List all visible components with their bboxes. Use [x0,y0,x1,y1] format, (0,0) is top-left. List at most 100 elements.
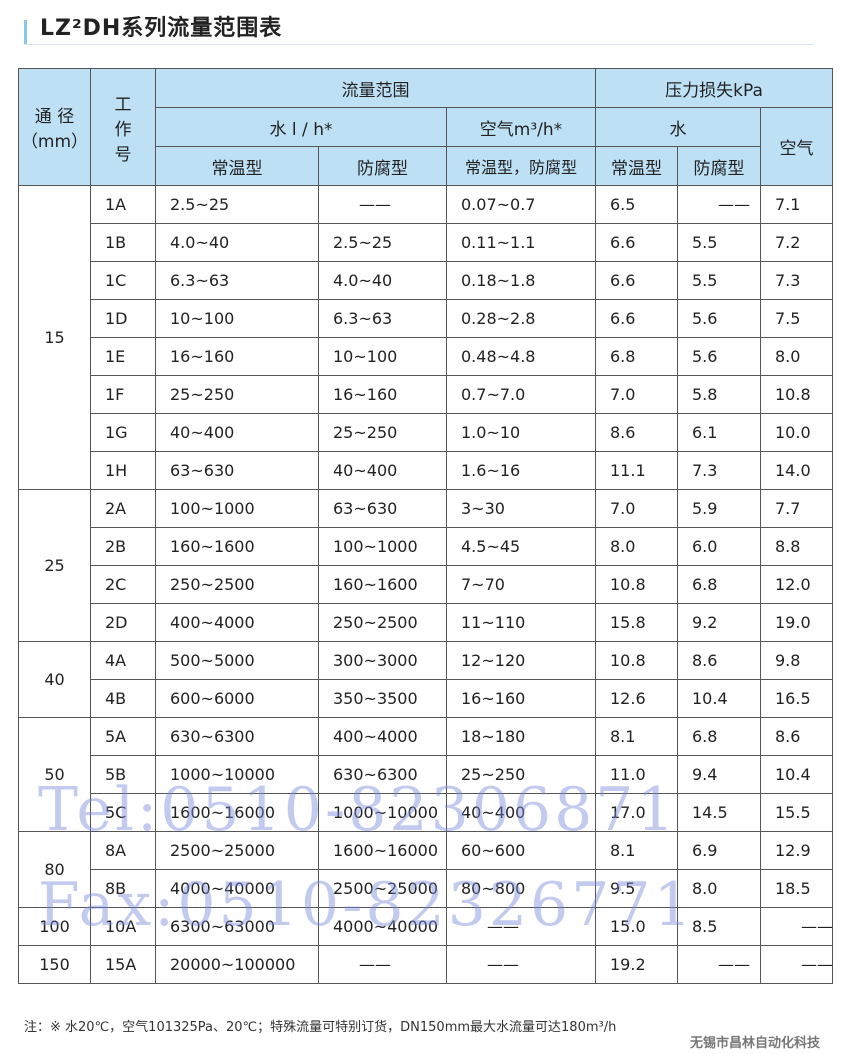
header-loss-normal: 常温型 [595,146,678,186]
cell-water-anticorrosion: 250~2500 [318,603,447,642]
cell-water-anticorrosion: 4000~40000 [318,907,447,946]
cell-loss-normal: 10.8 [595,565,678,604]
cell-loss-normal: 19.2 [595,945,678,984]
cell-air-flow: 40~400 [446,793,596,832]
cell-work-no: 1G [90,413,156,452]
header-air-types: 常温型，防腐型 [446,146,596,186]
table-row: 150 15A 20000~100000 —— —— 19.2 —— —— [18,945,834,984]
cell-air-flow: 80~800 [446,869,596,908]
cell-air-flow: 1.0~10 [446,413,596,452]
cell-water-anticorrosion: 350~3500 [318,679,447,718]
cell-loss-air: 10.8 [759,375,834,414]
cell-loss-air: 10.4 [759,755,834,794]
cell-water-anticorrosion: 6.3~63 [318,299,447,338]
cell-water-normal: 630~6300 [155,717,319,756]
table-row: 2C 250~2500 160~1600 7~70 10.8 6.8 12.0 [19,565,834,604]
cell-water-normal: 100~1000 [155,489,319,528]
cell-loss-air: —— [759,945,834,984]
cell-water-anticorrosion: 2500~25000 [318,869,447,908]
cell-work-no: 1D [90,299,156,338]
cell-diameter: 50 [18,717,91,832]
table-row: 15 1A 2.5~25 —— 0.07~0.7 6.5 —— 7.1 [18,185,834,490]
cell-loss-air: 8.8 [759,527,834,566]
header-flow-range: 流量范围 [155,68,596,108]
cell-air-flow: 1.6~16 [446,451,596,490]
cell-work-no: 5C [90,793,156,832]
cell-work-no: 2B [90,527,156,566]
cell-loss-normal: 8.6 [595,413,678,452]
cell-loss-normal: 8.0 [595,527,678,566]
cell-loss-normal: 7.0 [595,489,678,528]
table-row: 1G 40~400 25~250 1.0~10 8.6 6.1 10.0 [19,413,834,452]
cell-water-anticorrosion: 25~250 [318,413,447,452]
table-row: 1C 6.3~63 4.0~40 0.18~1.8 6.6 5.5 7.3 [19,261,834,300]
cell-water-normal: 10~100 [155,299,319,338]
cell-water-normal: 400~4000 [155,603,319,642]
footnote: 注：※ 水20℃，空气101325Pa、20℃；特殊流量可特别订货，DN150m… [24,1020,617,1035]
table-row: 50 5A 630~6300 400~4000 18~180 8.1 6.8 8.6 [18,717,834,832]
cell-loss-anticorrosion: 8.6 [677,641,761,680]
cell-loss-normal: 10.8 [595,641,678,680]
cell-water-normal: 20000~100000 [155,945,319,984]
cell-loss-normal: 15.0 [595,907,678,946]
cell-diameter: 25 [18,489,91,642]
cell-water-normal: 2.5~25 [155,185,319,224]
cell-air-flow: 16~160 [446,679,596,718]
cell-loss-anticorrosion: 6.1 [677,413,761,452]
cell-loss-anticorrosion: 5.6 [677,299,761,338]
cell-air-flow: —— [446,945,596,984]
cell-air-flow: 0.11~1.1 [446,223,596,262]
cell-loss-normal: 11.0 [595,755,678,794]
cell-diameter: 150 [18,945,91,984]
title-divider [24,44,814,45]
cell-loss-normal: 12.6 [595,679,678,718]
cell-work-no: 2C [90,565,156,604]
cell-loss-anticorrosion: 7.3 [677,451,761,490]
cell-loss-anticorrosion: —— [677,945,761,984]
cell-water-anticorrosion: 100~1000 [318,527,447,566]
cell-loss-air: 16.5 [759,679,834,718]
cell-work-no: 8A [90,831,156,870]
cell-water-anticorrosion: 300~3000 [318,641,447,680]
cell-loss-anticorrosion: —— [677,185,761,224]
cell-loss-anticorrosion: 6.9 [677,831,761,870]
cell-work-no: 1E [90,337,156,376]
cell-air-flow: 0.7~7.0 [446,375,596,414]
cell-water-normal: 500~5000 [155,641,319,680]
cell-air-flow: 0.07~0.7 [446,185,596,224]
cell-loss-anticorrosion: 6.0 [677,527,761,566]
cell-air-flow: —— [446,907,596,946]
cell-water-anticorrosion: 2.5~25 [318,223,447,262]
cell-loss-air: 7.3 [759,261,834,300]
cell-water-anticorrosion: 1000~10000 [318,793,447,832]
cell-water-normal: 2500~25000 [155,831,319,870]
header-air-loss: 空气 [759,107,834,186]
cell-work-no: 2A [90,489,156,528]
table-row: 4B 600~6000 350~3500 16~160 12.6 10.4 16.5 [19,679,834,718]
cell-water-normal: 1000~10000 [155,755,319,794]
table-row: 1E 16~160 10~100 0.48~4.8 6.8 5.6 8.0 [19,337,834,376]
cell-loss-normal: 6.6 [595,299,678,338]
cell-work-no: 1A [90,185,156,224]
cell-loss-air: 14.0 [759,451,834,490]
cell-work-no: 1H [90,451,156,490]
cell-loss-anticorrosion: 5.9 [677,489,761,528]
cell-work-no: 8B [90,869,156,908]
cell-air-flow: 11~110 [446,603,596,642]
cell-loss-anticorrosion: 5.5 [677,261,761,300]
cell-loss-anticorrosion: 5.5 [677,223,761,262]
cell-work-no: 4A [90,641,156,680]
cell-work-no: 15A [90,945,156,984]
table-row: 1D 10~100 6.3~63 0.28~2.8 6.6 5.6 7.5 [19,299,834,338]
table-row: 2B 160~1600 100~1000 4.5~45 8.0 6.0 8.8 [19,527,834,566]
cell-loss-anticorrosion: 9.4 [677,755,761,794]
cell-water-anticorrosion: 1600~16000 [318,831,447,870]
header-loss-anticorrosion: 防腐型 [677,146,761,186]
cell-water-normal: 160~1600 [155,527,319,566]
cell-loss-air: 12.0 [759,565,834,604]
header-pressure-loss: 压力损失kPa [594,68,834,108]
cell-work-no: 10A [90,907,156,946]
cell-loss-air: 7.5 [759,299,834,338]
cell-air-flow: 25~250 [446,755,596,794]
header-air-flow: 空气m³/h* [446,107,596,147]
